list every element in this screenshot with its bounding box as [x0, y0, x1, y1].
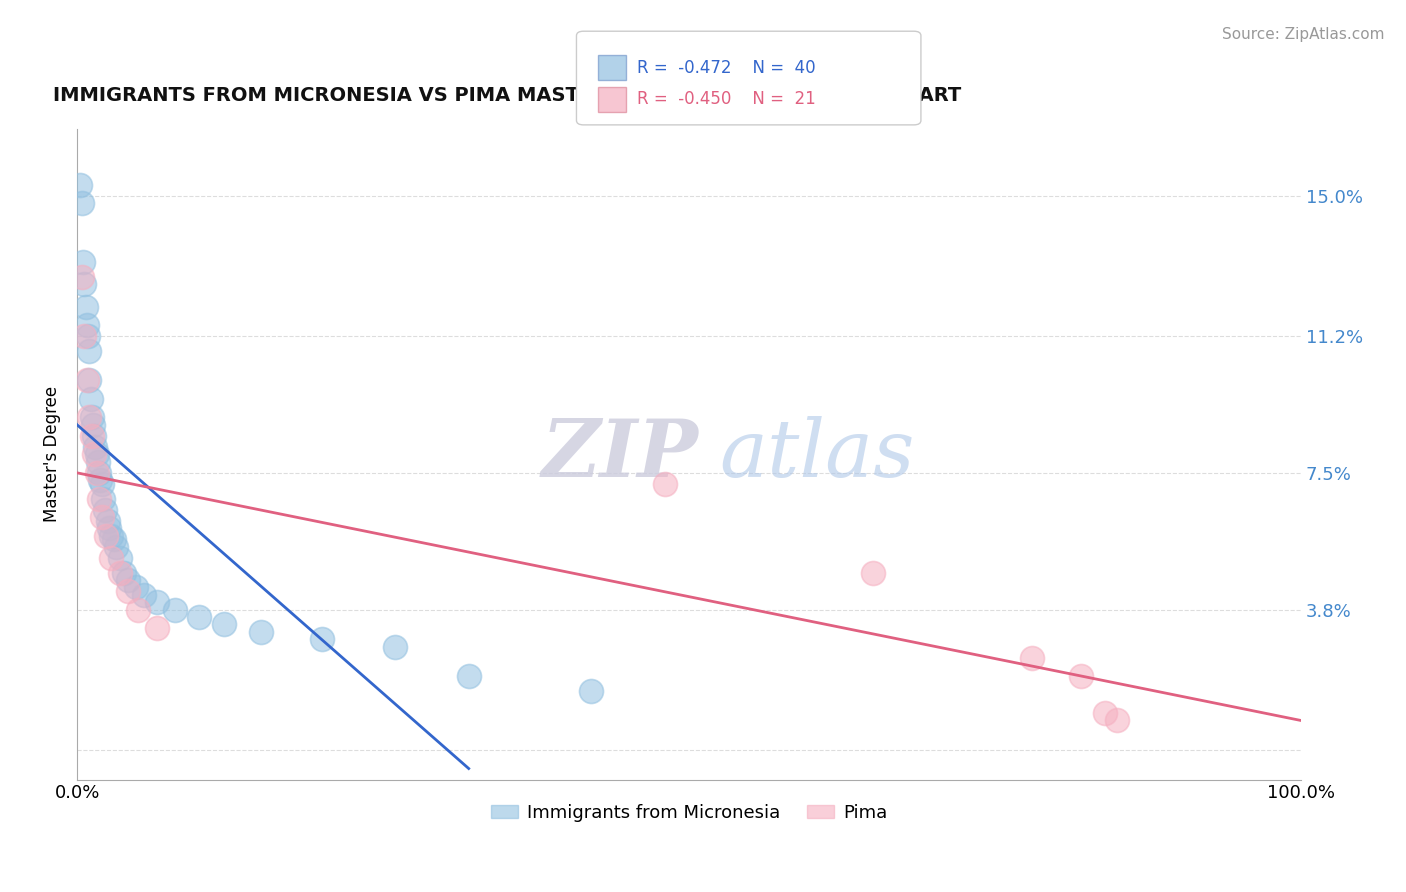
- Point: [1070, 669, 1092, 683]
- Point: [79, 343, 101, 358]
- Point: [73, 277, 96, 292]
- Point: [1107, 714, 1129, 728]
- Point: [77, 329, 100, 343]
- Point: [108, 566, 131, 580]
- Point: [89, 473, 111, 487]
- Point: [384, 640, 406, 654]
- Point: [76, 374, 98, 388]
- Point: [80, 429, 103, 443]
- Point: [108, 550, 131, 565]
- Point: [105, 540, 128, 554]
- Point: [87, 455, 110, 469]
- Point: [862, 566, 884, 580]
- Y-axis label: Master's Degree: Master's Degree: [44, 386, 60, 523]
- Point: [87, 491, 110, 506]
- Point: [1094, 706, 1116, 720]
- Point: [79, 410, 101, 425]
- Point: [72, 255, 94, 269]
- Point: [579, 684, 602, 698]
- Point: [117, 584, 139, 599]
- Point: [90, 510, 112, 524]
- Point: [1021, 650, 1043, 665]
- Point: [117, 573, 139, 587]
- Point: [103, 533, 125, 547]
- Text: R =  -0.450    N =  21: R = -0.450 N = 21: [637, 90, 815, 108]
- Text: IMMIGRANTS FROM MICRONESIA VS PIMA MASTER'S DEGREE CORRELATION CHART: IMMIGRANTS FROM MICRONESIA VS PIMA MASTE…: [52, 87, 960, 105]
- Point: [87, 466, 110, 480]
- Point: [79, 374, 101, 388]
- Point: [86, 447, 108, 461]
- Point: [82, 417, 104, 432]
- Point: [100, 529, 122, 543]
- Point: [163, 602, 186, 616]
- Point: [311, 632, 333, 647]
- Point: [83, 447, 105, 461]
- Point: [73, 329, 96, 343]
- Point: [112, 566, 135, 580]
- Point: [249, 624, 271, 639]
- Text: atlas: atlas: [720, 416, 915, 493]
- Point: [70, 270, 93, 285]
- Text: Source: ZipAtlas.com: Source: ZipAtlas.com: [1222, 27, 1385, 42]
- Point: [91, 491, 114, 506]
- Point: [654, 477, 676, 491]
- Point: [100, 550, 122, 565]
- Point: [212, 617, 235, 632]
- Point: [90, 477, 112, 491]
- Point: [94, 503, 117, 517]
- Point: [457, 669, 479, 683]
- Point: [86, 466, 108, 480]
- Point: [96, 529, 118, 543]
- Point: [80, 410, 103, 425]
- Point: [83, 429, 105, 443]
- Point: [76, 318, 98, 332]
- Text: ZIP: ZIP: [543, 416, 699, 493]
- Point: [134, 588, 156, 602]
- Point: [84, 440, 107, 454]
- Point: [75, 300, 97, 314]
- Point: [97, 521, 120, 535]
- Legend: Immigrants from Micronesia, Pima: Immigrants from Micronesia, Pima: [484, 797, 894, 830]
- Text: R =  -0.472    N =  40: R = -0.472 N = 40: [637, 59, 815, 77]
- Point: [145, 621, 167, 635]
- Point: [125, 581, 148, 595]
- Point: [127, 602, 149, 616]
- Point: [188, 610, 211, 624]
- Point: [145, 595, 167, 609]
- Point: [97, 514, 120, 528]
- Point: [70, 196, 93, 211]
- Point: [69, 178, 91, 192]
- Point: [79, 392, 101, 406]
